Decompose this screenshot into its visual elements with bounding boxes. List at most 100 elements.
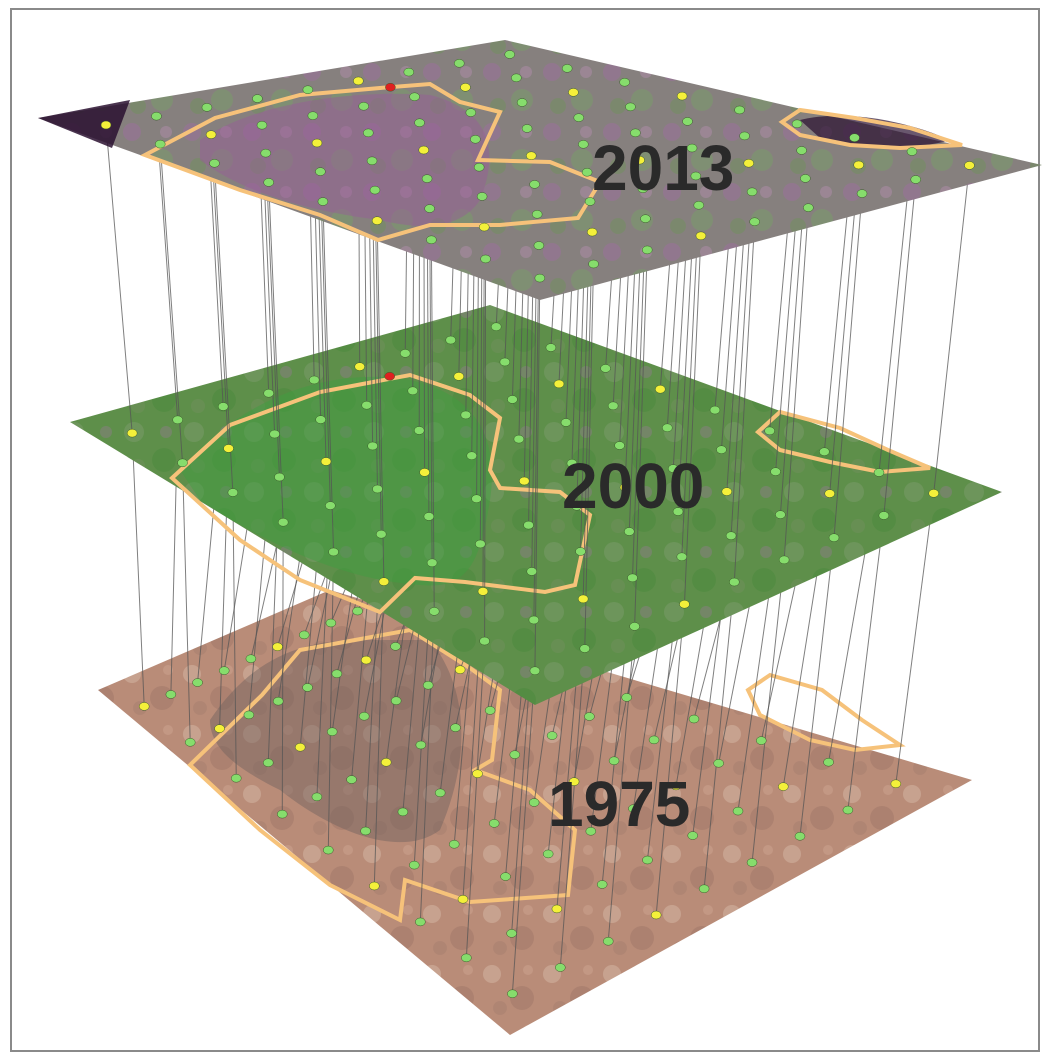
sample-point-2000: [624, 527, 635, 536]
sample-point-2013: [676, 91, 688, 101]
sample-point-2000: [274, 472, 285, 482]
sample-point-2000: [471, 494, 482, 503]
sample-point-2000: [775, 510, 786, 519]
sample-point-2000: [507, 395, 518, 404]
sample-point-2013: [371, 216, 383, 225]
layer-plane-1975: [98, 590, 972, 1035]
connector-line-upper: [730, 191, 753, 536]
connector-line-upper: [733, 221, 756, 583]
sample-point-1975: [397, 807, 409, 817]
sample-point-1975: [262, 758, 274, 767]
sample-point-2013: [366, 156, 378, 166]
sample-point-2000: [413, 426, 425, 435]
sample-point-2000: [571, 502, 583, 511]
sample-point-2013: [504, 50, 515, 59]
sample-point-2000: [423, 512, 435, 521]
sample-point-1975: [794, 832, 806, 841]
sample-point-1975: [528, 798, 540, 807]
sample-point-2000: [526, 567, 538, 576]
sample-point-2013: [630, 128, 641, 138]
sample-point-2013: [418, 145, 429, 155]
sample-point-1975: [323, 845, 334, 855]
sample-point-1975: [415, 917, 426, 927]
sample-point-2013: [573, 113, 585, 122]
sample-point-1975: [823, 757, 834, 767]
sample-point-2000: [177, 458, 188, 468]
sample-point-2013: [641, 245, 653, 255]
sample-point-2013: [746, 187, 758, 197]
connector-line-upper: [430, 239, 435, 612]
sample-point-1975: [509, 750, 521, 759]
sample-point-2013: [470, 134, 481, 144]
connector-line-upper: [319, 171, 331, 506]
sample-point-2000: [824, 489, 835, 498]
sample-point-2000: [600, 364, 611, 373]
sample-point-2000: [928, 489, 939, 498]
sample-point-2000: [308, 375, 320, 385]
sample-point-1975: [352, 606, 363, 616]
sample-point-2013: [964, 161, 975, 170]
sample-point-1975: [277, 809, 288, 819]
sample-point-2000: [566, 459, 578, 468]
sample-point-2000: [277, 517, 289, 527]
sample-point-1975: [184, 738, 196, 747]
sample-point-2000: [328, 547, 339, 557]
sample-point-2000: [575, 547, 586, 556]
sample-point-2013: [682, 117, 693, 126]
sample-point-1975: [551, 904, 563, 914]
sample-point-1975: [506, 929, 517, 938]
connector-line-upper: [783, 207, 809, 560]
sample-point-2000: [672, 507, 684, 516]
sample-point-2000: [873, 468, 885, 477]
sample-point-1975: [165, 690, 177, 699]
sample-point-2013: [800, 174, 811, 183]
dark-region-small-2013: [800, 115, 950, 147]
sample-point-2000: [529, 666, 541, 676]
sample-point-1975: [628, 804, 639, 813]
sample-point-2000: [579, 644, 591, 653]
sample-point-1975: [218, 666, 230, 675]
connector-line-upper: [533, 245, 540, 620]
connector-line-lower: [511, 670, 536, 994]
connector-line-lower: [703, 582, 735, 889]
sample-point-1975: [507, 989, 518, 999]
connector-line-lower: [419, 611, 435, 922]
sample-point-2013: [561, 64, 573, 73]
sample-point-1975: [746, 858, 758, 867]
sample-point-1975: [245, 654, 257, 663]
sample-point-2013: [584, 197, 596, 206]
connector-line-upper: [429, 208, 433, 563]
sample-point-1975: [568, 777, 580, 786]
sample-point-2013: [302, 85, 314, 94]
sample-point-1975: [422, 680, 434, 690]
sample-point-1975: [454, 665, 466, 674]
sample-points-1975: [138, 606, 902, 999]
sample-point-2000: [407, 386, 419, 396]
sample-point-2000: [460, 410, 472, 420]
sample-point-2000: [375, 529, 387, 539]
sample-point-1975: [584, 712, 595, 721]
sample-point-2000: [676, 552, 688, 562]
sample-point-1975: [542, 849, 554, 859]
connector-line-upper: [213, 163, 234, 493]
layer-plane-2000: [70, 305, 1002, 705]
sample-point-2013: [256, 120, 268, 130]
sample-point-1975: [890, 779, 902, 789]
sample-point-2000: [426, 558, 438, 568]
sample-point-1975: [272, 696, 284, 706]
sample-point-2013: [421, 174, 433, 183]
sample-point-2013: [534, 273, 546, 283]
sample-point-1975: [230, 773, 242, 783]
connector-line-upper: [265, 153, 280, 478]
sample-point-1975: [448, 840, 460, 849]
sample-point-2013: [315, 167, 326, 176]
sample-point-2013: [363, 128, 374, 138]
connector-line-upper: [534, 278, 541, 671]
sample-point-2000: [729, 577, 740, 587]
purple-corner-2013: [38, 100, 130, 148]
sample-point-1975: [214, 724, 225, 733]
sample-point-2013: [201, 103, 213, 112]
sample-point-1975: [302, 683, 313, 692]
sample-point-2013: [209, 159, 220, 168]
sample-point-2000: [607, 401, 619, 411]
